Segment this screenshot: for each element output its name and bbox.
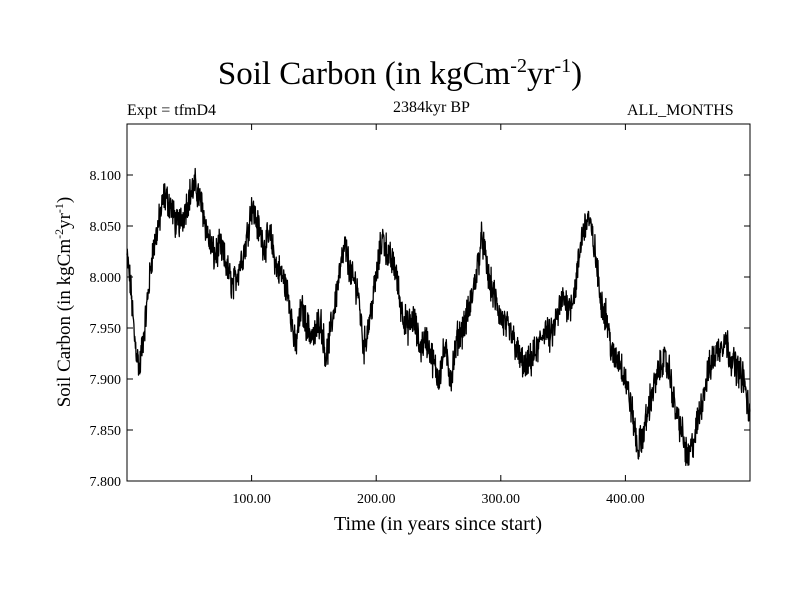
y-tick-label: 7.800: [90, 475, 122, 490]
y-tick-label: 7.900: [90, 373, 122, 388]
x-axis-label: Time (in years since start): [334, 513, 542, 535]
x-tick-label: 300.00: [482, 492, 521, 507]
x-tick-label: 400.00: [606, 492, 645, 507]
y-tick-label: 8.000: [90, 271, 122, 286]
chart-title: Soil Carbon (in kgCm-2yr-1): [217, 55, 583, 92]
x-tick-label: 100.00: [232, 492, 271, 507]
y-tick-label: 7.950: [90, 322, 122, 337]
y-tick-label: 8.050: [90, 220, 122, 235]
y-tick-label: 7.850: [90, 424, 122, 439]
plot-frame: [126, 123, 751, 482]
x-tick-label: 200.00: [357, 492, 396, 507]
months-label: ALL_MONTHS: [627, 102, 734, 119]
y-axis-label: Soil Carbon (in kgCm-2yr-1): [52, 197, 75, 408]
y-tick-label: 8.100: [90, 169, 122, 184]
period-label: 2384kyr BP: [393, 99, 470, 116]
series-line: [126, 167, 751, 467]
experiment-label: Expt = tfmD4: [127, 102, 217, 119]
